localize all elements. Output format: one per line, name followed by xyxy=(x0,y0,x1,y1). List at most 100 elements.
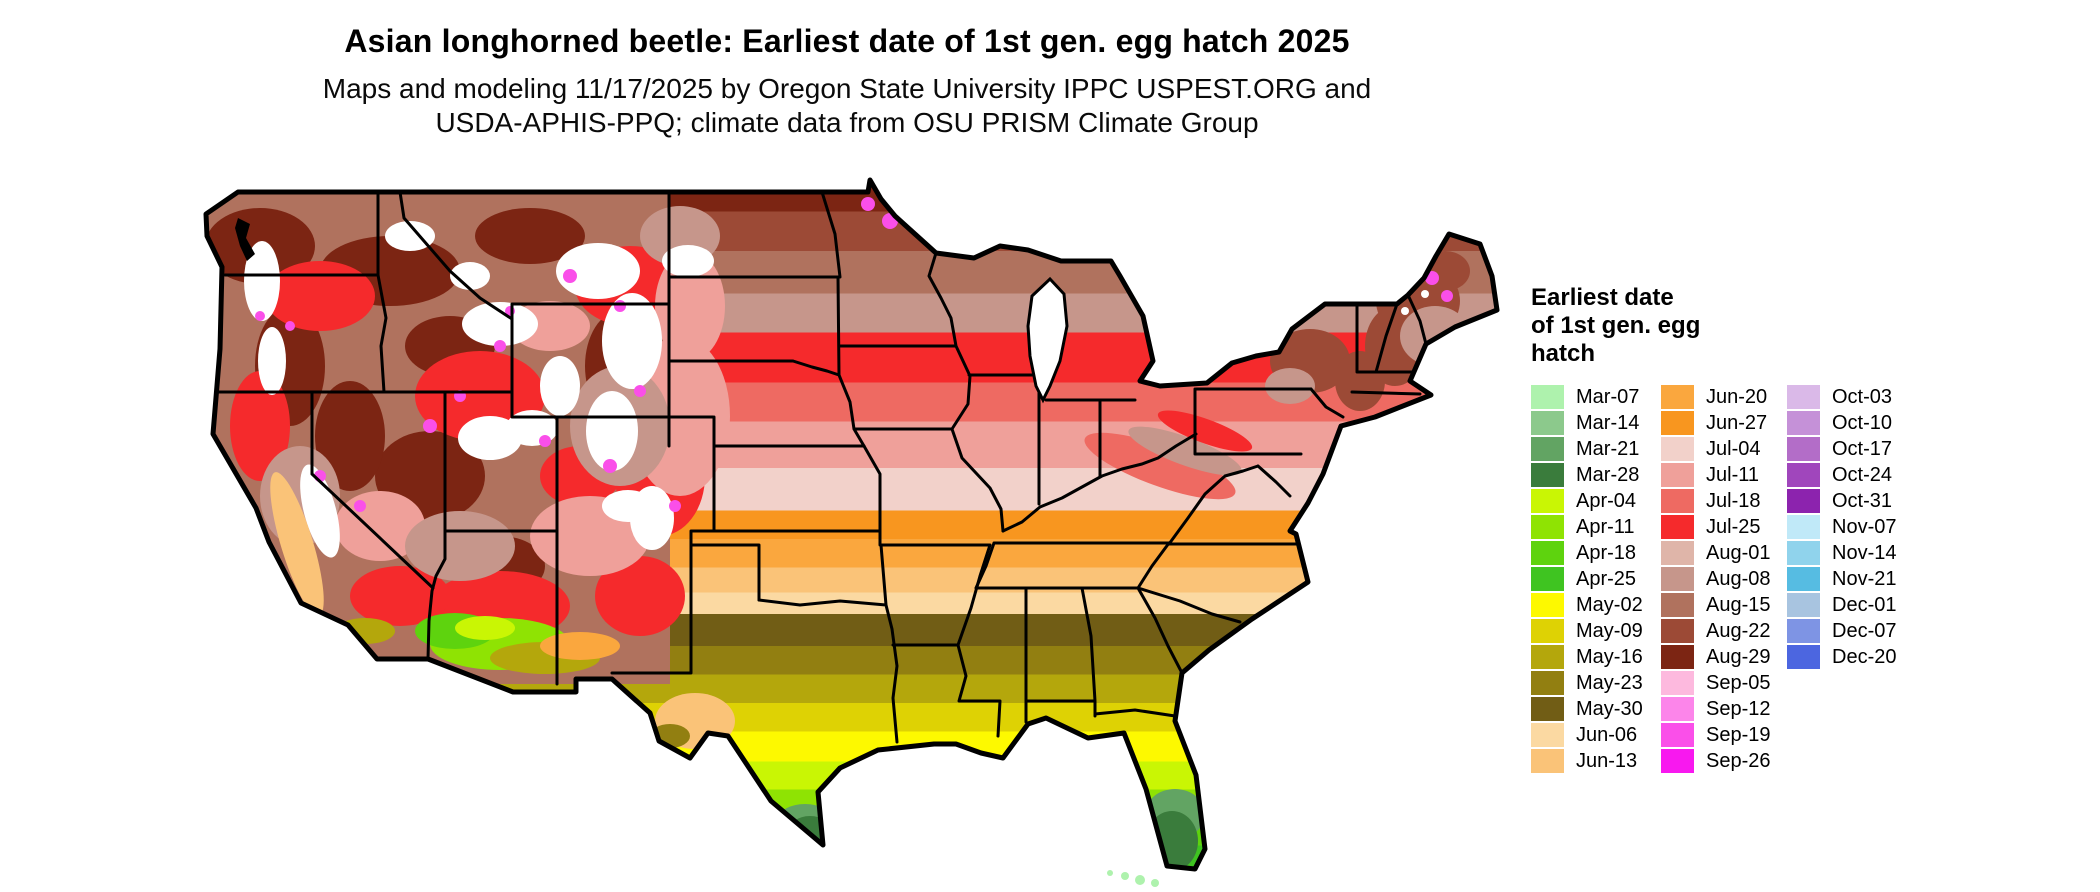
legend-label: Dec-01 xyxy=(1832,594,1897,616)
legend-entry: Apr-04 xyxy=(1531,488,1643,514)
legend-label: Jul-25 xyxy=(1706,516,1761,538)
legend-label: Nov-07 xyxy=(1832,516,1897,538)
legend-entry: Mar-28 xyxy=(1531,462,1643,488)
legend-entry: Jun-06 xyxy=(1531,722,1643,748)
legend-label: Sep-12 xyxy=(1706,698,1771,720)
legend-entry: Mar-21 xyxy=(1531,436,1643,462)
legend-label: Jul-18 xyxy=(1706,490,1761,512)
legend-swatch xyxy=(1661,489,1694,513)
legend-label: May-16 xyxy=(1576,646,1643,668)
legend-label: Aug-15 xyxy=(1706,594,1771,616)
legend-swatch xyxy=(1661,463,1694,487)
legend-label: May-09 xyxy=(1576,620,1643,642)
legend-label: Oct-24 xyxy=(1832,464,1893,486)
legend-swatch xyxy=(1661,593,1694,617)
legend-swatch xyxy=(1787,515,1820,539)
us-map-svg xyxy=(203,177,1500,887)
legend-label: Mar-28 xyxy=(1576,464,1640,486)
legend-title-line-3: hatch xyxy=(1531,340,1596,367)
legend-swatch xyxy=(1531,723,1564,747)
legend-swatch xyxy=(1661,437,1694,461)
legend-label: Sep-05 xyxy=(1706,672,1771,694)
legend-label: Oct-10 xyxy=(1832,412,1893,434)
legend-entry: Aug-08 xyxy=(1661,566,1771,592)
legend-entry: Aug-22 xyxy=(1661,618,1771,644)
legend-label: Jun-06 xyxy=(1576,724,1638,746)
legend-entry: Nov-07 xyxy=(1787,514,1896,540)
legend-swatch xyxy=(1787,645,1820,669)
legend-entry: May-09 xyxy=(1531,618,1643,644)
legend-swatch xyxy=(1531,593,1564,617)
legend-column-1: Mar-07 Mar-14 Mar-21 Mar-28 Apr-04 Apr-11 Apr-… xyxy=(1531,384,1643,774)
legend-label: Oct-17 xyxy=(1832,438,1893,460)
legend-entry: Aug-01 xyxy=(1661,540,1771,566)
legend-label: Oct-03 xyxy=(1832,386,1893,408)
legend-label: May-30 xyxy=(1576,698,1643,720)
legend-label: Jun-13 xyxy=(1576,750,1638,772)
legend-label: Mar-21 xyxy=(1576,438,1640,460)
state-borders xyxy=(216,190,1428,744)
legend-entry: Jul-11 xyxy=(1661,462,1771,488)
subtitle-line-1: Maps and modeling 11/17/2025 by Oregon S… xyxy=(322,73,1372,104)
legend-swatch xyxy=(1531,411,1564,435)
legend-label: Apr-25 xyxy=(1576,568,1637,590)
legend-swatch xyxy=(1661,749,1694,773)
legend-swatch xyxy=(1787,619,1820,643)
legend-swatch xyxy=(1787,567,1820,591)
legend-label: Mar-07 xyxy=(1576,386,1640,408)
legend-label: Sep-26 xyxy=(1706,750,1771,772)
legend-entry: Nov-21 xyxy=(1787,566,1896,592)
legend-entry: Sep-12 xyxy=(1661,696,1771,722)
us-map xyxy=(200,176,1500,888)
legend-swatch xyxy=(1531,567,1564,591)
legend-swatch xyxy=(1531,671,1564,695)
legend-label: Nov-21 xyxy=(1832,568,1897,590)
legend-entry: Sep-05 xyxy=(1661,670,1771,696)
legend-entry: Dec-20 xyxy=(1787,644,1896,670)
legend-swatch xyxy=(1531,645,1564,669)
legend-swatch xyxy=(1661,645,1694,669)
legend-column-2: Jun-20 Jun-27 Jul-04 Jul-11 Jul-18 Jul-25 Aug-… xyxy=(1661,384,1771,774)
legend-entry: Aug-15 xyxy=(1661,592,1771,618)
legend-entry: May-30 xyxy=(1531,696,1643,722)
lake-michigan xyxy=(1026,276,1069,404)
puget-sound xyxy=(235,218,255,261)
legend-label: Dec-07 xyxy=(1832,620,1897,642)
legend-swatch xyxy=(1787,541,1820,565)
legend-swatch xyxy=(1661,723,1694,747)
legend-swatch xyxy=(1661,567,1694,591)
legend-column-3: Oct-03 Oct-10 Oct-17 Oct-24 Oct-31 Nov-07 Nov-… xyxy=(1787,384,1896,670)
page-subtitle: Maps and modeling 11/17/2025 by Oregon S… xyxy=(0,72,1694,140)
legend-entry: May-16 xyxy=(1531,644,1643,670)
legend-label: Aug-08 xyxy=(1706,568,1771,590)
legend-swatch xyxy=(1787,437,1820,461)
legend-swatch xyxy=(1787,489,1820,513)
legend-entry: May-02 xyxy=(1531,592,1643,618)
legend-swatch xyxy=(1787,593,1820,617)
legend-entry: Apr-11 xyxy=(1531,514,1643,540)
legend-entry: Jun-20 xyxy=(1661,384,1771,410)
legend-entry: Mar-14 xyxy=(1531,410,1643,436)
legend-entry: Oct-31 xyxy=(1787,488,1896,514)
legend-swatch xyxy=(1661,385,1694,409)
legend-entry: Apr-18 xyxy=(1531,540,1643,566)
legend-entry: Dec-07 xyxy=(1787,618,1896,644)
legend-swatch xyxy=(1661,515,1694,539)
legend-entry: May-23 xyxy=(1531,670,1643,696)
legend-entry: Jul-25 xyxy=(1661,514,1771,540)
legend-label: Apr-18 xyxy=(1576,542,1637,564)
legend-swatch xyxy=(1531,697,1564,721)
florida-keys xyxy=(1107,870,1159,887)
legend-label: Jun-20 xyxy=(1706,386,1768,408)
legend-swatch xyxy=(1531,515,1564,539)
legend-label: Jun-27 xyxy=(1706,412,1768,434)
legend-entry: Oct-03 xyxy=(1787,384,1896,410)
legend-swatch xyxy=(1787,463,1820,487)
legend-label: Apr-11 xyxy=(1576,516,1635,538)
page-title: Asian longhorned beetle: Earliest date o… xyxy=(344,23,1350,59)
legend-swatch xyxy=(1787,411,1820,435)
legend-entry: Jul-04 xyxy=(1661,436,1771,462)
legend-entry: Aug-29 xyxy=(1661,644,1771,670)
legend-label: Oct-31 xyxy=(1832,490,1893,512)
